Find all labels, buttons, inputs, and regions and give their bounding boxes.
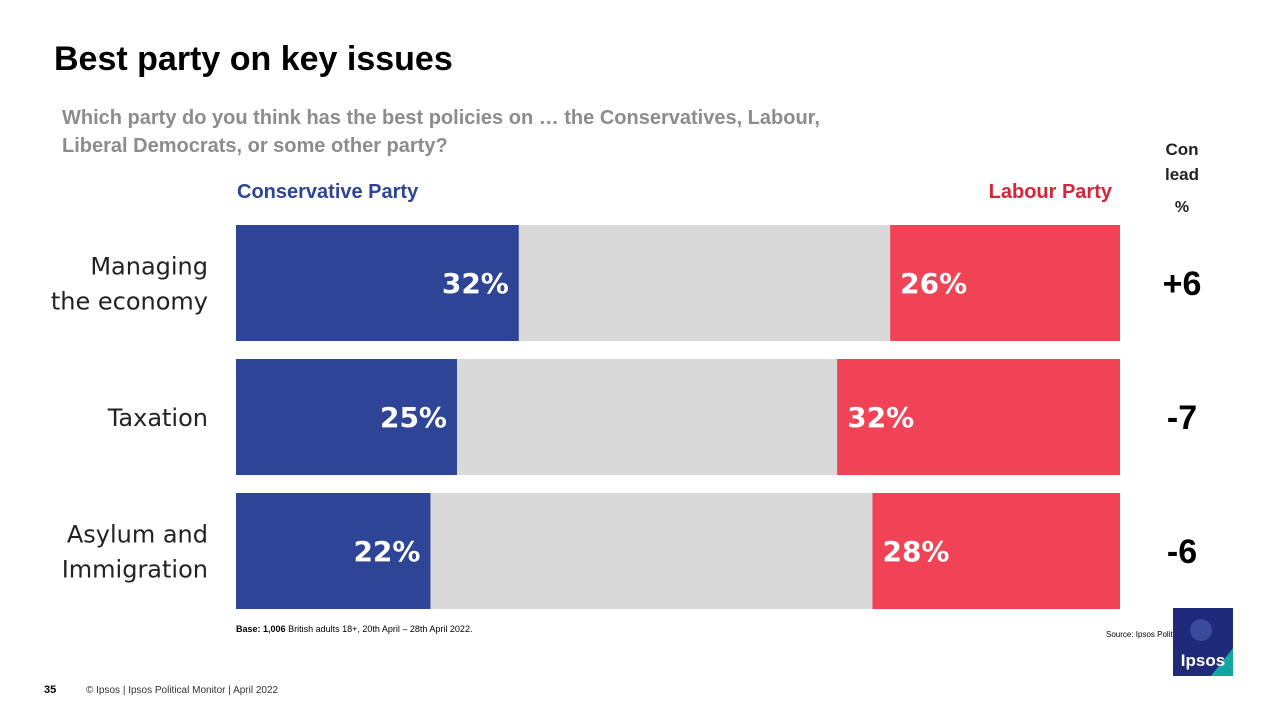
source-note: Source: Ipsos Political Monitor [1106,630,1214,639]
con-lead-value-2: -7 [1167,399,1197,437]
conservative-series-header: Conservative Party [237,181,419,203]
label-labour-3: 28% [882,535,949,568]
bar-labour-2 [837,359,1120,475]
bar-labour-1 [890,225,1120,341]
labour-series-header: Labour Party [988,181,1112,203]
bar-other-3 [430,493,873,609]
label-labour-1: 26% [900,267,967,300]
con-lead-header-line2: lead [1164,165,1200,184]
bar-labour-3 [872,493,1120,609]
base-value: 1,006 [263,624,286,634]
bar-other-1 [518,225,891,341]
base-description: British adults 18+, 20th April – 28th Ap… [288,624,473,634]
page-title: Best party on key issues [54,40,453,78]
bar-other-2 [457,359,838,475]
con-lead-header: Con lead % [1150,137,1214,220]
base-note: Base: 1,006 British adults 18+, 20th Apr… [236,624,472,634]
bar-conservative-3 [236,493,431,609]
con-lead-value-3: -6 [1167,533,1197,571]
survey-question: Which party do you think has the best po… [62,107,820,157]
label-conservative-2: 25% [380,401,447,434]
label-conservative-3: 22% [353,535,420,568]
label-conservative-1: 32% [442,267,509,300]
bar-conservative-1 [236,225,519,341]
logo-text: Ipsos [1181,651,1225,670]
label-labour-2: 32% [847,401,914,434]
page-number: 35 [44,684,57,696]
con-lead-header-line1: Con [1165,140,1199,159]
footer-text: © Ipsos | Ipsos Political Monitor | Apri… [86,685,279,696]
bar-conservative-2 [236,359,457,475]
con-lead-unit: % [1174,199,1190,216]
ipsos-logo: Ipsos [1173,608,1233,676]
base-label: Base: [236,624,261,634]
con-lead-value-1: +6 [1163,265,1202,303]
category-label-2: Taxation [107,404,208,432]
category-label-3: Asylum and Immigration [62,521,208,584]
category-label-1: Managing the economy [51,253,208,316]
